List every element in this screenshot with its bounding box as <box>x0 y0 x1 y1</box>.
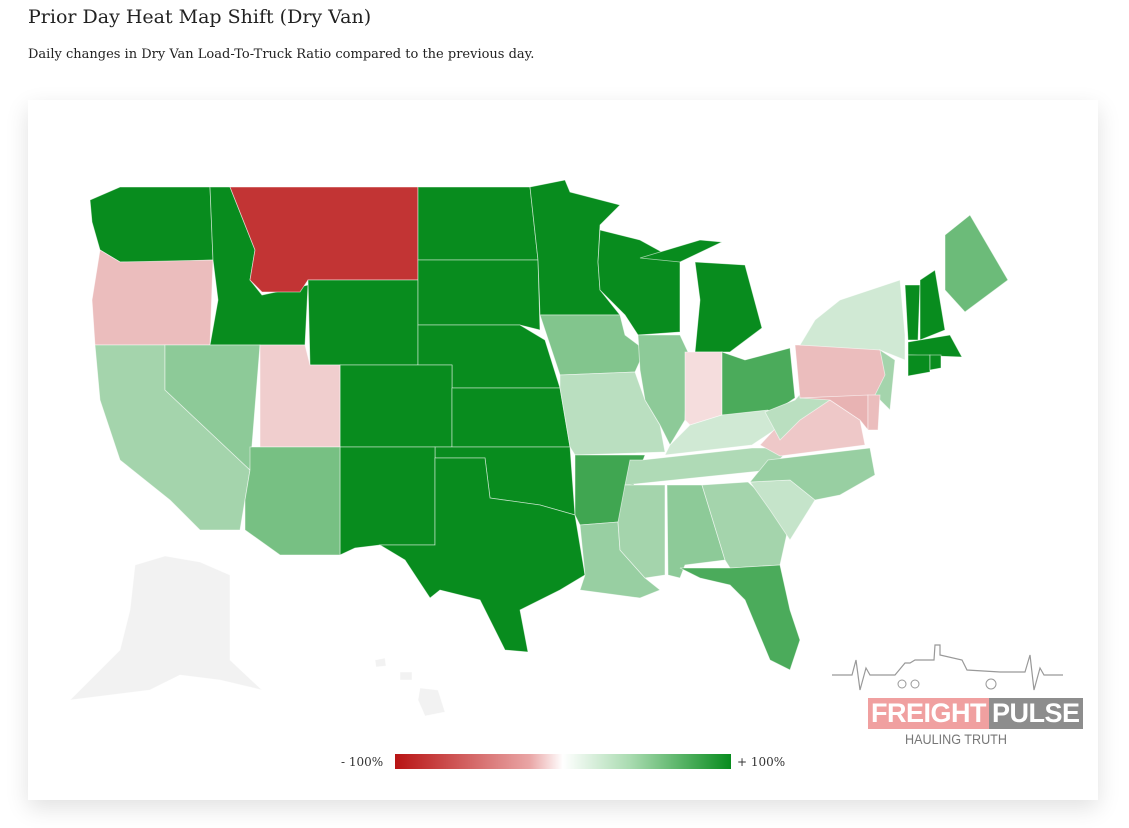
state-nd[interactable] <box>417 186 539 261</box>
legend-gradient-bar <box>395 754 731 769</box>
state-ia[interactable] <box>539 314 646 376</box>
state-md[interactable] <box>799 394 869 432</box>
state-ny[interactable] <box>799 279 906 361</box>
logo-word-freight: FREIGHT <box>868 698 989 729</box>
legend-max-label: + 100% <box>737 755 786 769</box>
state-co[interactable] <box>339 364 453 448</box>
state-me[interactable] <box>944 214 1009 313</box>
state-nm[interactable] <box>339 446 436 556</box>
state-de[interactable] <box>867 394 881 431</box>
state-wa[interactable] <box>89 186 214 263</box>
state-pa[interactable] <box>794 344 891 399</box>
state-mo[interactable] <box>559 371 666 456</box>
logo-tagline: HAULING TRUTH <box>905 731 1007 747</box>
freight-pulse-logo: FREIGHT PULSE <box>868 698 1083 729</box>
state-or[interactable] <box>91 249 214 346</box>
page-title: Prior Day Heat Map Shift (Dry Van) <box>28 6 372 28</box>
state-az[interactable] <box>244 446 341 556</box>
state-ct[interactable] <box>907 354 931 377</box>
state-fl[interactable] <box>679 564 801 671</box>
state-ma[interactable] <box>907 334 963 358</box>
state-nc[interactable] <box>749 447 876 501</box>
state-sd[interactable] <box>417 259 541 331</box>
state-mi[interactable] <box>639 239 724 263</box>
state-in[interactable] <box>684 351 723 426</box>
state-tx[interactable] <box>378 457 586 653</box>
state-hi[interactable] <box>417 687 446 717</box>
state-wy[interactable] <box>307 279 419 366</box>
state-mi[interactable] <box>694 261 763 353</box>
page-subtitle: Daily changes in Dry Van Load-To-Truck R… <box>28 47 535 62</box>
logo-word-pulse: PULSE <box>989 698 1083 729</box>
state-vt[interactable] <box>904 284 921 341</box>
state-ri[interactable] <box>929 354 942 371</box>
state-ms[interactable] <box>617 484 666 579</box>
state-ks[interactable] <box>451 387 571 448</box>
state-ak[interactable] <box>68 555 264 701</box>
state-mt[interactable] <box>229 186 419 293</box>
state-hi[interactable] <box>399 671 413 681</box>
legend-min-label: - 100% <box>341 755 384 769</box>
state-nh[interactable] <box>919 269 946 341</box>
state-hi[interactable] <box>374 657 387 668</box>
